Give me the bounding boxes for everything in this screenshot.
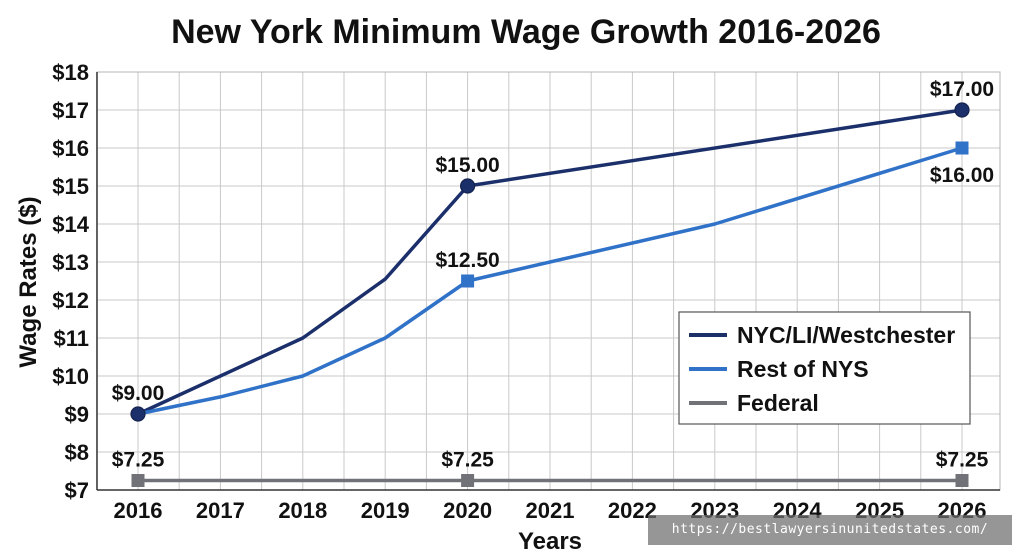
plot-area-border — [96, 71, 1001, 491]
data-label: $9.00 — [112, 382, 165, 405]
data-label: $7.25 — [441, 449, 494, 472]
data-point — [130, 406, 146, 422]
legend-box — [678, 311, 971, 425]
data-label: $7.25 — [112, 449, 165, 472]
data-label: $17.00 — [930, 78, 994, 101]
series-line — [137, 146, 963, 416]
y-tick-label: $15 — [52, 174, 89, 199]
data-label: $15.00 — [435, 154, 499, 177]
x-tick-label: 2021 — [526, 498, 575, 523]
y-tick-label: $11 — [54, 326, 90, 351]
data-point — [954, 102, 970, 118]
gridlines — [96, 71, 1001, 491]
legend-label: Rest of NYS — [737, 356, 869, 382]
y-tick-label: $7 — [65, 478, 89, 503]
y-axis-ticks: $7 $8 $9 $10 $11 $12 $13 $14 $15 $16 $17 $18 — [52, 60, 89, 503]
data-label: $16.00 — [930, 164, 994, 187]
x-tick-label: 2016 — [114, 498, 163, 523]
series-line — [137, 108, 963, 416]
data-point — [461, 274, 475, 288]
data-label: $12.50 — [435, 249, 499, 272]
y-tick-label: $14 — [52, 212, 89, 237]
data-point — [955, 141, 969, 155]
legend: NYC/LI/Westchester Rest of NYS Federal — [678, 311, 971, 425]
y-tick-label: $13 — [52, 250, 89, 275]
y-tick-label: $16 — [52, 136, 89, 161]
y-tick-label: $17 — [52, 98, 89, 123]
legend-label: NYC/LI/Westchester — [737, 322, 955, 348]
y-tick-label: $8 — [65, 440, 89, 465]
y-axis-label: Wage Rates ($) — [15, 196, 42, 367]
legend-label: Federal — [737, 390, 819, 416]
x-tick-label: 2017 — [196, 498, 245, 523]
data-point — [131, 474, 145, 487]
data-point — [460, 178, 476, 194]
y-tick-label: $9 — [65, 402, 89, 427]
data-label: $7.25 — [936, 449, 989, 472]
x-axis-ticks: 2016 2017 2018 2019 2020 2021 2022 2023 2024 2025… — [114, 498, 987, 523]
data-labels: $9.00 $15.00 $17.00 $12.50 $16.00 $7.25 $7.25 $… — [112, 78, 994, 472]
x-tick-label: 2019 — [361, 498, 410, 523]
data-point — [955, 474, 969, 487]
chart-title: New York Minimum Wage Growth 2016-2026 — [171, 13, 881, 51]
watermark-url: https://bestlawyersinunitedstates.com/ — [648, 515, 1012, 545]
x-tick-label: 2020 — [443, 498, 492, 523]
data-point — [461, 474, 475, 487]
y-tick-label: $18 — [52, 60, 89, 85]
y-tick-label: $10 — [52, 364, 89, 389]
y-tick-label: $12 — [52, 288, 89, 313]
x-axis-label: Years — [518, 528, 582, 555]
x-tick-label: 2018 — [278, 498, 327, 523]
series-markers — [130, 102, 970, 487]
